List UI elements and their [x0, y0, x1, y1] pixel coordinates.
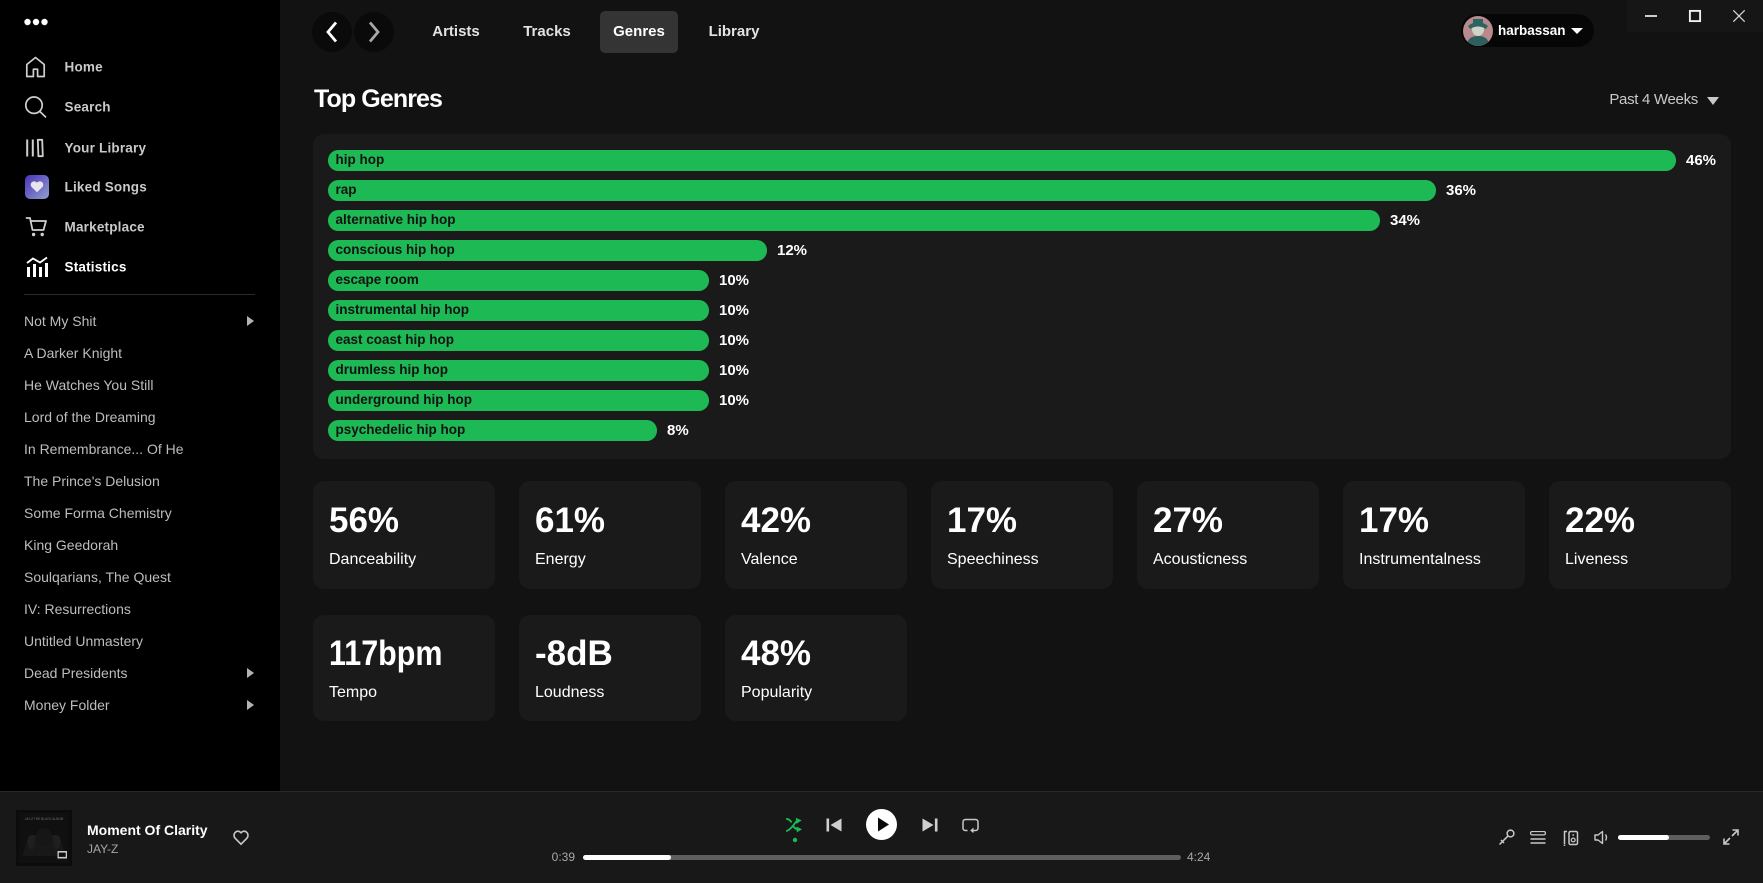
svg-text:JAY-Z THE BLACK ALBUM: JAY-Z THE BLACK ALBUM	[25, 817, 64, 821]
